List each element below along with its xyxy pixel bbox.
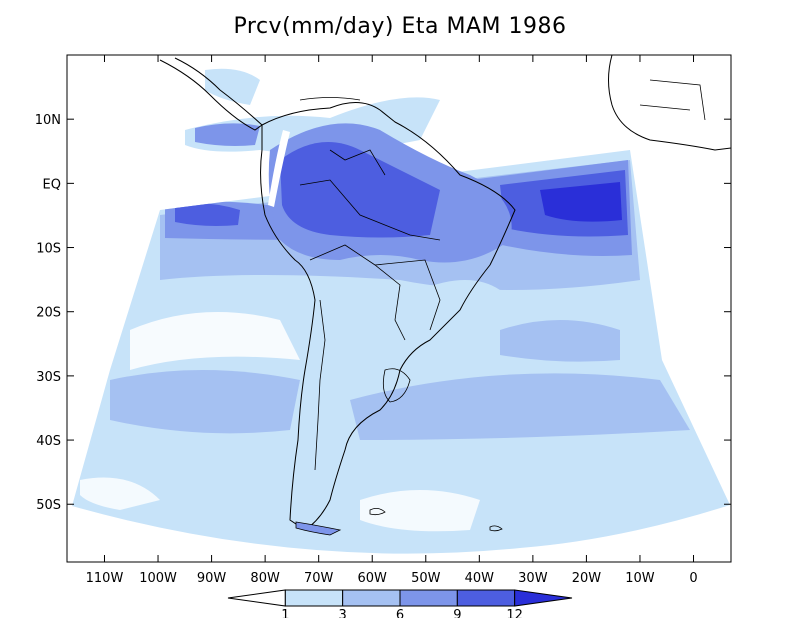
x-tick-label: 90W [197,571,227,586]
field-level-2 [350,373,690,440]
x-tick-label: 110W [86,571,124,586]
border-line [309,244,406,341]
falkland-islands [369,508,386,516]
y-tick-label: 10S [36,242,61,257]
y-tick-label: 30S [36,370,61,385]
caribbean-islands [299,97,361,101]
brazil-dry [420,280,500,330]
y-tick-label: 50S [36,498,61,513]
x-axis: 110W 100W 90W 80W 70W 60W 50W 40W 30W 20W 10W 0 [86,55,698,586]
chart-title: Prcv(mm/day) Eta MAM 1986 [233,14,567,39]
border-line [374,259,441,331]
colorbar-label: 12 [506,608,523,618]
colorbar: 1 3 6 9 12 [227,589,573,618]
south-america-outline [260,102,516,531]
y-axis: 10N EQ 10S 20S 30S 40S 50S [35,113,731,513]
dry-patch [80,477,160,510]
field-level-2 [500,320,620,362]
colorbar-segment [514,589,573,607]
x-tick-label: 20W [572,571,602,586]
map-field [72,55,731,554]
x-tick-label: 100W [139,571,177,586]
x-tick-label: 60W [358,571,388,586]
colorbar-label: 6 [396,608,404,618]
field-level-4 [175,203,240,226]
colorbar-segment [456,589,516,607]
map-frame [66,54,732,563]
africa-outline [608,55,731,151]
x-tick-label: 10W [625,571,655,586]
dry-patch [360,490,480,532]
border-line [329,149,386,176]
field-level-5 [540,182,622,222]
south-georgia [489,525,503,532]
central-america-rain [205,68,260,105]
x-tick-label: 40W [465,571,495,586]
rio-de-la-plata [382,368,411,403]
colorbar-label: 3 [339,608,347,618]
colorbar-segment [342,589,401,607]
border-line [314,299,326,471]
tierra-del-fuego [295,521,342,536]
colorbar-segment [227,589,286,607]
border-line [299,179,441,241]
colorbar-segment [399,589,458,607]
x-tick-label: 70W [304,571,334,586]
x-tick-label: 30W [518,571,548,586]
y-tick-label: 20S [36,306,61,321]
y-tick-label: 10N [35,113,61,128]
x-tick-label: 50W [411,571,441,586]
y-tick-label: 40S [36,434,61,449]
colorbar-label: 9 [453,608,461,618]
colorbar-label: 1 [281,608,289,618]
field-level-2 [110,370,300,434]
model-domain [72,150,730,554]
y-tick-label: EQ [43,177,61,192]
amazon-rain-core [280,142,440,238]
border-line [639,79,706,121]
andes-ridge [268,130,290,207]
dry-patch [130,312,300,370]
itcz-north-core [195,123,260,146]
x-tick-label: 80W [250,571,280,586]
x-tick-label: 0 [689,571,697,586]
colorbar-segment [284,589,344,607]
central-america-outline [159,57,263,131]
